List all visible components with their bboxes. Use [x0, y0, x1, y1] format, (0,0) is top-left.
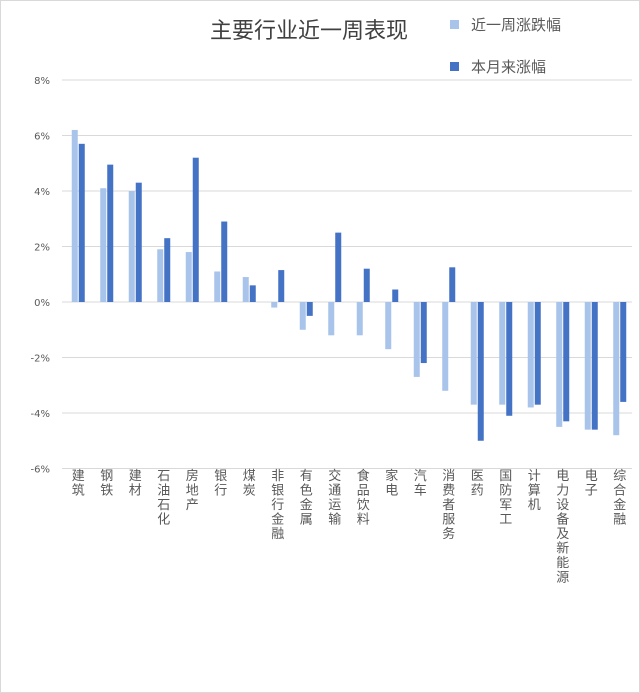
x-category-label: 食品饮料 [357, 468, 370, 528]
bar-weekly [299, 302, 306, 330]
bar-monthly [335, 232, 342, 302]
legend-label-weekly: 近一周涨跌幅 [471, 15, 562, 34]
bar-monthly [78, 143, 85, 302]
x-category-label: 消费者服务 [442, 469, 455, 542]
bar-weekly [271, 302, 278, 308]
bar-monthly [591, 302, 598, 430]
y-tick-label: -2% [31, 354, 50, 365]
bar-monthly [135, 182, 142, 302]
x-category-label: 钢铁 [100, 469, 113, 499]
bar-weekly [328, 302, 335, 336]
bar-weekly [157, 249, 164, 302]
x-category-label: 计算机 [528, 469, 541, 513]
y-tick-label: 6% [34, 132, 50, 143]
y-tick-label: 4% [34, 187, 50, 198]
y-tick-label: 8% [34, 76, 50, 87]
x-category-label: 电力设备及新能源 [556, 469, 569, 586]
x-category-label: 综合金融 [613, 469, 626, 528]
x-category-label: 煤炭 [243, 469, 256, 499]
x-category-label: 建材 [129, 469, 142, 499]
y-tick-label: -4% [31, 409, 50, 420]
bar-monthly [306, 302, 313, 316]
bar-monthly [420, 302, 427, 364]
bar-weekly [613, 302, 620, 436]
bar-weekly [242, 277, 249, 302]
x-category-label: 家电 [385, 468, 398, 499]
bar-monthly [477, 302, 484, 441]
bar-monthly [249, 285, 256, 302]
bar-weekly [470, 302, 477, 405]
bar-monthly [449, 267, 456, 302]
bar-weekly [556, 302, 563, 427]
bar-monthly [506, 302, 513, 416]
x-category-label: 建筑 [72, 469, 85, 499]
x-category-label: 房地产 [186, 468, 199, 513]
bar-monthly [278, 270, 285, 302]
bar-monthly [534, 302, 541, 405]
bar-monthly [107, 164, 114, 302]
bar-monthly [164, 238, 171, 302]
x-category-label: 石油石化 [157, 469, 170, 528]
bar-weekly [385, 302, 392, 350]
chart-title: 主要行业近一周表现 [210, 19, 409, 44]
legend-label-monthly: 本月来涨幅 [471, 57, 547, 76]
x-category-label: 国防军工 [499, 469, 512, 528]
bar-weekly [413, 302, 420, 377]
x-category-label: 电子 [585, 469, 598, 499]
legend-item-weekly: 近一周涨跌幅 [450, 14, 561, 34]
bar-weekly [499, 302, 506, 405]
bar-monthly [363, 268, 370, 302]
bar-weekly [185, 252, 192, 302]
y-tick-label: 2% [34, 243, 50, 254]
x-category-label: 有色金属 [300, 469, 313, 528]
bar-monthly [563, 302, 570, 422]
legend-swatch-weekly [450, 19, 459, 29]
x-category-label: 汽车 [414, 469, 427, 499]
legend-swatch-monthly [450, 61, 459, 71]
x-category-label: 银行 [214, 469, 227, 499]
x-category-label: 医药 [471, 469, 484, 499]
bar-weekly [71, 129, 78, 302]
bar-monthly [620, 302, 627, 402]
bar-weekly [356, 302, 363, 336]
bar-weekly [214, 271, 221, 302]
bar-monthly [221, 221, 228, 302]
bar-weekly [584, 302, 591, 430]
y-tick-label: 0% [34, 298, 50, 309]
y-tick-label: -6% [31, 465, 50, 476]
bar-monthly [192, 157, 199, 302]
bar-weekly [100, 188, 107, 302]
bar-monthly [392, 289, 399, 302]
x-category-label: 非银行金融 [271, 469, 284, 542]
legend-item-monthly: 本月来涨幅 [450, 56, 546, 76]
bar-weekly [527, 302, 534, 408]
bar-weekly [442, 302, 449, 391]
x-category-label: 交通运输 [328, 468, 341, 528]
bar-weekly [128, 191, 135, 302]
